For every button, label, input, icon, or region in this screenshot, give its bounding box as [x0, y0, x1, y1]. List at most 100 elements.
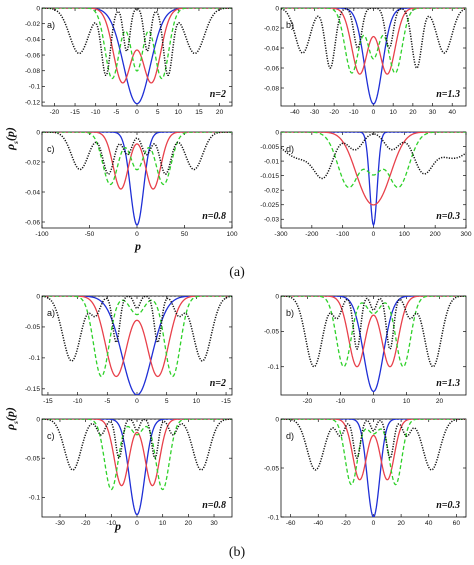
x-tick-label: 300	[460, 231, 471, 238]
x-tick-label: 50	[181, 231, 189, 238]
y-tick-label: -0.05	[264, 465, 279, 472]
series-line-1	[42, 8, 232, 84]
series-line-2	[42, 8, 232, 80]
x-tick-label: -60	[286, 520, 296, 527]
series-line-0	[281, 296, 466, 393]
x-tick-label: 200	[430, 231, 441, 238]
ylabel-bottom-arg: (p)	[3, 407, 17, 421]
x-tick-label: 40	[425, 520, 433, 527]
panel-a_b: -40 -30 -20 -10 0 10 20 30 40 0 -0.02 -0.04 -0.06 -0.…	[264, 5, 467, 116]
y-tick-label: 0	[275, 5, 279, 12]
x-tick-label: 10	[390, 109, 398, 116]
y-tick-label: -0.1	[268, 514, 280, 521]
panel-b_a: -15 -10 -5 0 5 10 -15 0 -0.05 -0.1 -0.15 a) n=2	[25, 293, 233, 405]
x-tick-label: -10	[107, 520, 117, 527]
y-tick-label: -0.05	[264, 329, 279, 336]
y-tick-label: 0	[36, 416, 40, 423]
x-tick-label: 0	[372, 520, 376, 527]
x-tick-label: 0	[135, 231, 139, 238]
y-tick-label: -0.03	[264, 217, 279, 224]
series-line-3	[42, 419, 232, 471]
y-tick-label: -0.05	[25, 456, 40, 463]
x-tick-label: 10	[159, 520, 167, 527]
x-tick-label: -20	[303, 398, 313, 405]
x-tick-label: 40	[449, 109, 457, 116]
x-tick-label: 0	[135, 398, 139, 405]
x-tick-label: -15	[70, 109, 80, 116]
panel-letter: b)	[286, 20, 294, 30]
ylabel-top: ρs(p)	[3, 127, 20, 151]
x-tick-label: -300	[274, 231, 288, 238]
series-line-3	[281, 296, 466, 368]
n-value-label: n=0.8	[202, 211, 226, 222]
series-line-2	[281, 132, 466, 189]
x-tick-label: -15	[43, 398, 53, 405]
ylabel-top-sub: s	[12, 141, 20, 145]
y-tick-label: -0.02	[264, 25, 279, 32]
panel-b_c: -30 -20 -10 0 10 20 30 0 -0.05 -0.1 c) n=0.8	[25, 416, 233, 527]
x-tick-label: 0	[372, 231, 376, 238]
x-tick-label: -20	[329, 109, 339, 116]
x-tick-label: -40	[290, 109, 300, 116]
x-tick-label: 10	[175, 109, 183, 116]
x-tick-label: -100	[336, 231, 350, 238]
x-tick-label: -50	[85, 231, 95, 238]
x-tick-label: -15	[221, 398, 231, 405]
y-tick-label: -0.02	[264, 187, 279, 194]
series-line-0	[42, 132, 232, 226]
y-tick-label: -0.1	[29, 84, 41, 91]
x-tick-label: 20	[409, 109, 417, 116]
panel-letter: d)	[286, 144, 294, 154]
panel-letter: d)	[286, 431, 294, 441]
y-tick-label: 0	[275, 129, 279, 136]
y-tick-label: -0.025	[260, 202, 279, 209]
y-tick-label: -0.02	[25, 21, 40, 28]
x-tick-label: -5	[104, 398, 110, 405]
ylabel-bottom-sub: s	[12, 421, 20, 425]
n-value-label: n=0.8	[202, 500, 226, 511]
series-line-2	[281, 419, 466, 486]
y-tick-label: -0.04	[25, 37, 40, 44]
series-line-2	[281, 8, 466, 74]
x-tick-label: 100	[226, 231, 237, 238]
x-tick-label: 0	[372, 109, 376, 116]
series-line-1	[281, 132, 466, 206]
x-tick-label: -20	[50, 109, 60, 116]
y-tick-label: 0	[36, 5, 40, 12]
x-tick-label: -10	[336, 398, 346, 405]
series-line-2	[42, 419, 232, 491]
panels-group: -20 -15 -10 -5 0 5 10 15 200-0.02-0.04-0.06-0.08…	[25, 5, 472, 527]
panel-letter: a)	[47, 20, 55, 30]
x-tick-label: 30	[429, 109, 437, 116]
x-tick-label: -20	[341, 520, 351, 527]
caption-a: (a)	[229, 265, 245, 280]
y-tick-label: 0	[36, 293, 40, 300]
x-tick-label: 0	[372, 398, 376, 405]
xlabel-top-left: p	[134, 239, 141, 253]
panel-letter: c)	[47, 431, 55, 441]
panel-letter: c)	[47, 144, 55, 154]
y-tick-label: -0.1	[29, 355, 41, 362]
x-tick-label: 60	[453, 520, 461, 527]
series-line-0	[42, 8, 232, 105]
y-tick-label: -0.06	[264, 65, 279, 72]
series-line-3	[42, 8, 232, 77]
n-value-label: n=2	[210, 89, 226, 100]
panel-letter: a)	[47, 308, 55, 318]
y-tick-label: -0.06	[25, 219, 40, 226]
x-tick-label: -10	[349, 109, 359, 116]
series-line-3	[281, 133, 466, 180]
series-line-1	[281, 419, 466, 481]
x-tick-label: 100	[399, 231, 410, 238]
x-tick-label: 5	[165, 398, 169, 405]
ylabel-bottom-rho: ρ	[3, 424, 17, 431]
xlabel-bottom-left: p	[114, 519, 121, 533]
series-line-0	[281, 132, 466, 227]
caption-b: (b)	[229, 545, 246, 560]
y-tick-label: -0.04	[25, 189, 40, 196]
ylabel-top-rho: ρ	[3, 144, 17, 151]
panel-letter: b)	[286, 308, 294, 318]
x-tick-label: -10	[91, 109, 101, 116]
x-tick-label: 15	[195, 109, 203, 116]
